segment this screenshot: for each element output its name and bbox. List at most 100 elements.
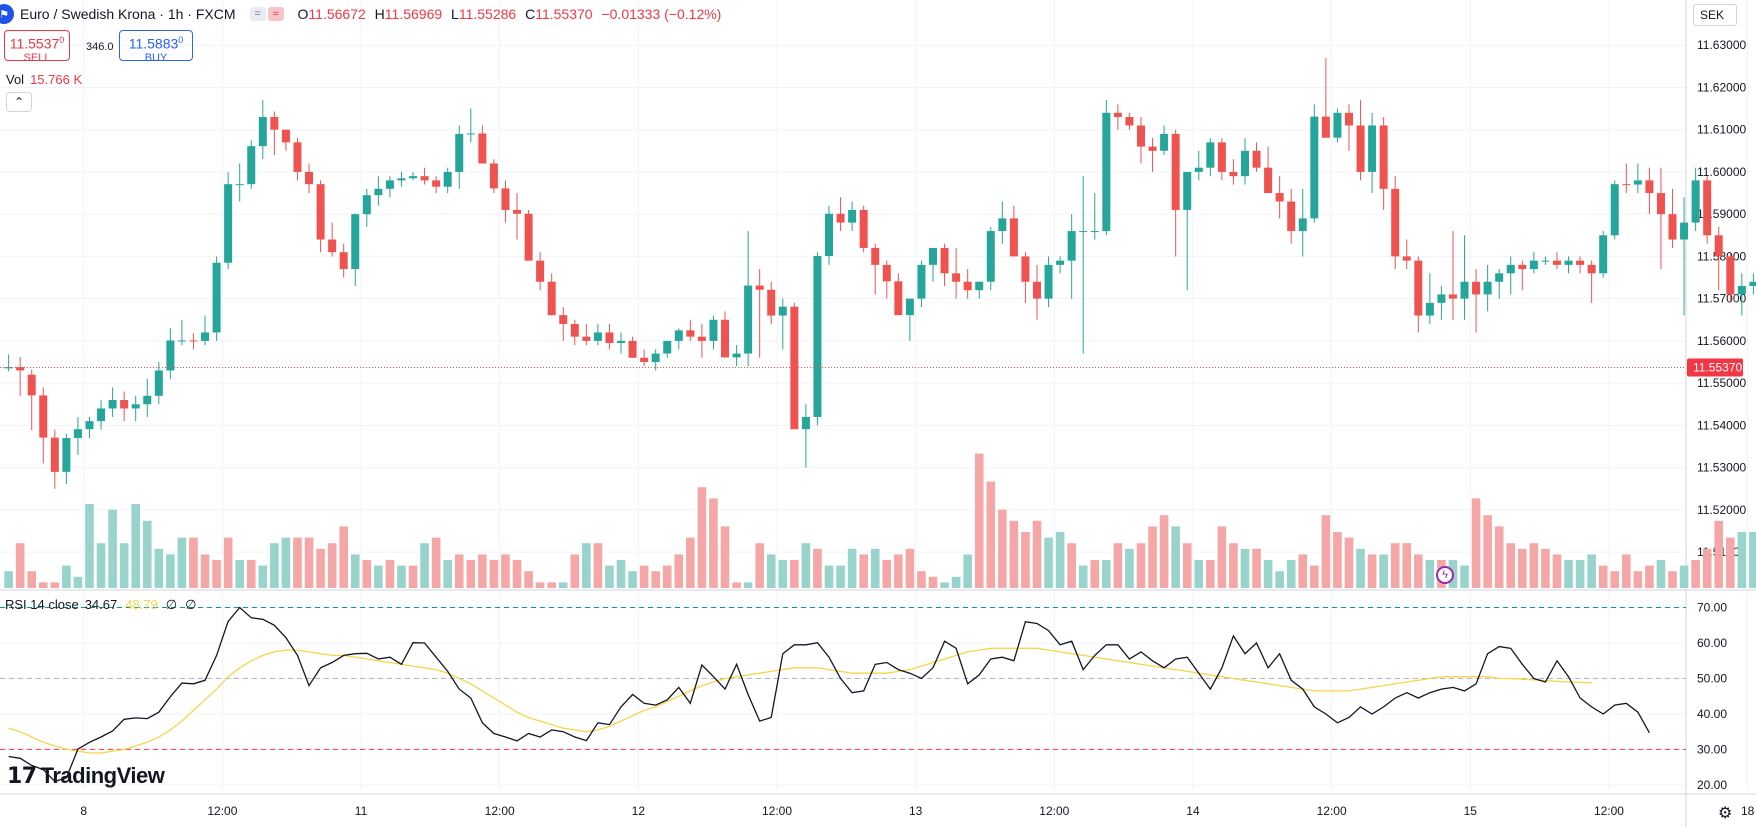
candle-body bbox=[628, 340, 637, 358]
candle-body bbox=[767, 289, 776, 316]
volume-bar bbox=[1044, 537, 1053, 588]
candle-body bbox=[1275, 193, 1284, 202]
volume-bar bbox=[778, 560, 788, 588]
price-tick-label: 11.52000 bbox=[1697, 503, 1746, 517]
volume-bar bbox=[189, 537, 198, 588]
tradingview-flag-icon: ⚑ bbox=[0, 4, 14, 24]
volume-bar bbox=[998, 509, 1007, 588]
candle-body bbox=[1136, 125, 1145, 147]
candle-body bbox=[97, 408, 106, 422]
candle-body bbox=[1448, 294, 1457, 299]
candle-body bbox=[120, 400, 129, 409]
currency-selector[interactable]: SEK bbox=[1693, 4, 1737, 26]
volume-bar bbox=[651, 571, 660, 588]
volume-bar bbox=[836, 565, 845, 588]
candle-body bbox=[1079, 231, 1088, 233]
candle-body bbox=[247, 146, 256, 185]
candle-body bbox=[1171, 133, 1180, 210]
volume-bar bbox=[62, 565, 71, 588]
volume-bar bbox=[1159, 515, 1169, 588]
high-value: 11.56969 bbox=[384, 6, 443, 22]
volume-bar bbox=[1460, 565, 1469, 588]
volume-bar bbox=[547, 582, 556, 588]
volume-bar bbox=[974, 453, 984, 588]
volume-bar bbox=[385, 560, 395, 588]
candle-body bbox=[1217, 142, 1226, 172]
volume-bar bbox=[420, 543, 429, 588]
volume-bar bbox=[986, 481, 996, 588]
candle-body bbox=[1206, 142, 1215, 168]
candle-body bbox=[1356, 125, 1365, 172]
volume-bar bbox=[212, 560, 221, 588]
candle-body bbox=[1726, 256, 1735, 295]
volume-bar bbox=[73, 576, 83, 588]
volume-bar bbox=[166, 554, 175, 588]
candle-body bbox=[1252, 150, 1261, 168]
candle-body bbox=[281, 129, 290, 143]
volume-bar bbox=[1598, 565, 1608, 588]
rsi-tick-label: 50.00 bbox=[1697, 671, 1727, 685]
candle-body bbox=[201, 332, 210, 341]
lightning-icon[interactable]: ϟ bbox=[1436, 566, 1454, 584]
volume-bar bbox=[38, 582, 48, 588]
candle-body bbox=[605, 332, 614, 344]
candle-body bbox=[663, 340, 672, 354]
candle-body bbox=[177, 340, 186, 342]
high-label: H bbox=[374, 6, 385, 22]
candle-body bbox=[709, 319, 718, 341]
open-label: O bbox=[297, 6, 309, 22]
sell-button[interactable]: 11.55370 SELL bbox=[4, 30, 70, 64]
tradingview-logo[interactable]: 𝟭𝟳 TradingView bbox=[7, 763, 165, 789]
price-tick-label: 11.55000 bbox=[1697, 376, 1746, 390]
market-status-icon[interactable]: = bbox=[249, 7, 266, 21]
volume-bar bbox=[1067, 543, 1076, 588]
time-tick-label: 13 bbox=[909, 804, 923, 818]
volume-bar bbox=[1113, 543, 1123, 588]
volume-bar bbox=[1552, 554, 1562, 588]
volume-bar bbox=[628, 571, 637, 588]
volume-bar bbox=[15, 543, 25, 588]
candle-body bbox=[1402, 256, 1411, 261]
sell-label: SELL bbox=[23, 51, 51, 64]
time-tick-label: 12:00 bbox=[1317, 804, 1347, 818]
wave-icon[interactable]: ≈ bbox=[267, 7, 284, 21]
candle-body bbox=[859, 209, 868, 248]
volume-bar bbox=[1344, 537, 1354, 588]
volume-legend[interactable]: Vol 15.766 K bbox=[6, 72, 82, 87]
volume-bar bbox=[1055, 532, 1065, 588]
candle-body bbox=[1737, 285, 1746, 295]
candle-body bbox=[1656, 193, 1665, 215]
volume-bar bbox=[27, 571, 37, 588]
buy-button[interactable]: 11.58830 BUY bbox=[119, 30, 193, 64]
gear-icon[interactable]: ⚙ bbox=[1718, 805, 1733, 822]
candle-body bbox=[1113, 112, 1122, 118]
market-status-pill[interactable]: = ≈ bbox=[249, 7, 284, 21]
collapse-legend-button[interactable]: ⌃ bbox=[6, 92, 32, 112]
candle-body bbox=[1090, 231, 1099, 233]
price-tick-label: 11.54000 bbox=[1697, 418, 1746, 432]
candle-body bbox=[1610, 184, 1619, 236]
volume-bar bbox=[928, 576, 938, 588]
candle-body bbox=[1414, 260, 1423, 316]
symbol-title[interactable]: Euro / Swedish Krona · 1h · FXCM bbox=[20, 6, 236, 22]
candle-body bbox=[1622, 184, 1631, 186]
time-tick-label: 12:00 bbox=[1039, 804, 1069, 818]
volume-bar bbox=[293, 537, 302, 588]
volume-bar bbox=[1645, 565, 1654, 588]
rsi-extra-1: ∅ bbox=[165, 597, 178, 612]
close-label: C bbox=[525, 6, 536, 22]
candle-body bbox=[1691, 180, 1700, 223]
volume-bar bbox=[1310, 565, 1319, 588]
rsi-legend[interactable]: RSI 14 close 34.67 48.79 ∅ ∅ bbox=[5, 597, 196, 613]
volume-bar bbox=[917, 571, 926, 588]
brand-name: TradingView bbox=[40, 763, 165, 788]
candle-body bbox=[1067, 231, 1076, 261]
volume-bar bbox=[1206, 560, 1215, 588]
candle-body bbox=[1576, 260, 1585, 265]
volume-bar bbox=[674, 554, 684, 588]
candle-body bbox=[501, 188, 510, 210]
candle-body bbox=[1310, 116, 1319, 219]
candle-body bbox=[1194, 167, 1203, 172]
